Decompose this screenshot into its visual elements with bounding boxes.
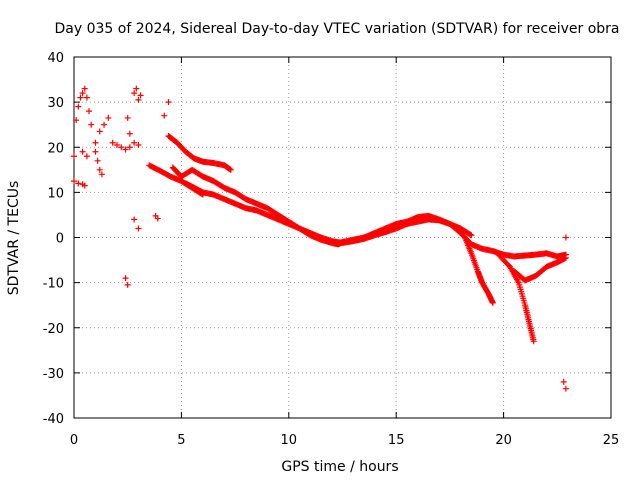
y-tick-label: -10 <box>43 277 64 292</box>
data-point <box>135 225 142 232</box>
data-point <box>118 144 125 151</box>
data-point <box>135 96 142 103</box>
data-point <box>135 141 142 148</box>
data-point <box>154 215 161 222</box>
axis-ticks: 0 5 10 15 20 25 -40 -30 -20 -10 0 10 20 30 40 <box>43 51 620 448</box>
data-point <box>468 232 475 239</box>
series-late-drop-b <box>496 252 537 345</box>
y-tick-label: -20 <box>43 322 64 337</box>
grid-lines <box>74 57 611 418</box>
series-early-arc <box>165 132 234 173</box>
data-point <box>562 254 569 261</box>
data-point <box>124 114 131 121</box>
data-point <box>227 166 234 173</box>
data-point <box>96 128 103 135</box>
y-tick-label: 20 <box>47 141 64 156</box>
data-point <box>92 148 99 155</box>
data-point <box>137 92 144 99</box>
data-point <box>79 148 86 155</box>
data-point <box>562 234 569 241</box>
data-points <box>71 85 569 392</box>
data-point <box>161 112 168 119</box>
y-axis-label: SDTVAR / TECUs <box>6 181 22 296</box>
data-point <box>79 90 86 97</box>
data-point <box>94 157 101 164</box>
data-point <box>131 90 138 97</box>
data-point <box>133 85 140 92</box>
chart-title: Day 035 of 2024, Sidereal Day-to-day VTE… <box>54 21 619 37</box>
y-tick-label: 10 <box>47 186 64 201</box>
data-point <box>131 139 138 146</box>
x-axis-label: GPS time / hours <box>281 459 398 475</box>
data-point <box>198 190 205 197</box>
data-point <box>122 275 129 282</box>
data-point <box>81 182 88 189</box>
data-point <box>165 99 172 106</box>
data-point <box>81 85 88 92</box>
y-tick-label: 30 <box>47 96 64 111</box>
y-tick-label: -40 <box>43 412 64 427</box>
x-tick-label: 10 <box>281 433 298 448</box>
series-early-arc-2 <box>146 162 206 198</box>
data-point <box>83 153 90 160</box>
data-point <box>126 130 133 137</box>
data-point <box>73 117 80 124</box>
data-point <box>124 281 131 288</box>
x-tick-label: 20 <box>495 433 512 448</box>
data-point <box>126 144 133 151</box>
data-point <box>562 385 569 392</box>
x-tick-label: 0 <box>70 433 78 448</box>
data-point <box>109 139 116 146</box>
data-point <box>530 338 537 345</box>
series-late-drop-a <box>461 234 496 306</box>
y-tick-label: 40 <box>47 51 64 66</box>
data-point <box>199 191 206 198</box>
data-point <box>105 114 112 121</box>
data-point <box>92 139 99 146</box>
data-point <box>467 231 474 238</box>
data-point <box>560 378 567 385</box>
data-point <box>77 94 84 101</box>
data-point <box>113 141 120 148</box>
data-point <box>75 103 82 110</box>
x-tick-label: 5 <box>177 433 185 448</box>
data-point <box>71 153 77 160</box>
data-point <box>122 146 129 153</box>
series-isolated-points <box>79 85 569 392</box>
x-tick-label: 25 <box>603 433 620 448</box>
data-point <box>88 121 95 128</box>
data-point <box>96 166 103 173</box>
data-point <box>71 178 77 185</box>
data-point <box>83 94 90 101</box>
series-early-cluster <box>71 85 142 189</box>
y-tick-label: -30 <box>43 367 64 382</box>
data-point <box>75 180 82 187</box>
data-point <box>101 121 108 128</box>
data-point <box>489 299 496 306</box>
data-point <box>131 216 138 223</box>
series-parallel-track <box>182 180 475 246</box>
series-late-rise <box>511 254 569 284</box>
y-tick-label: 0 <box>56 232 64 247</box>
data-point <box>86 108 93 115</box>
x-tick-label: 15 <box>388 433 405 448</box>
data-point <box>98 171 105 178</box>
